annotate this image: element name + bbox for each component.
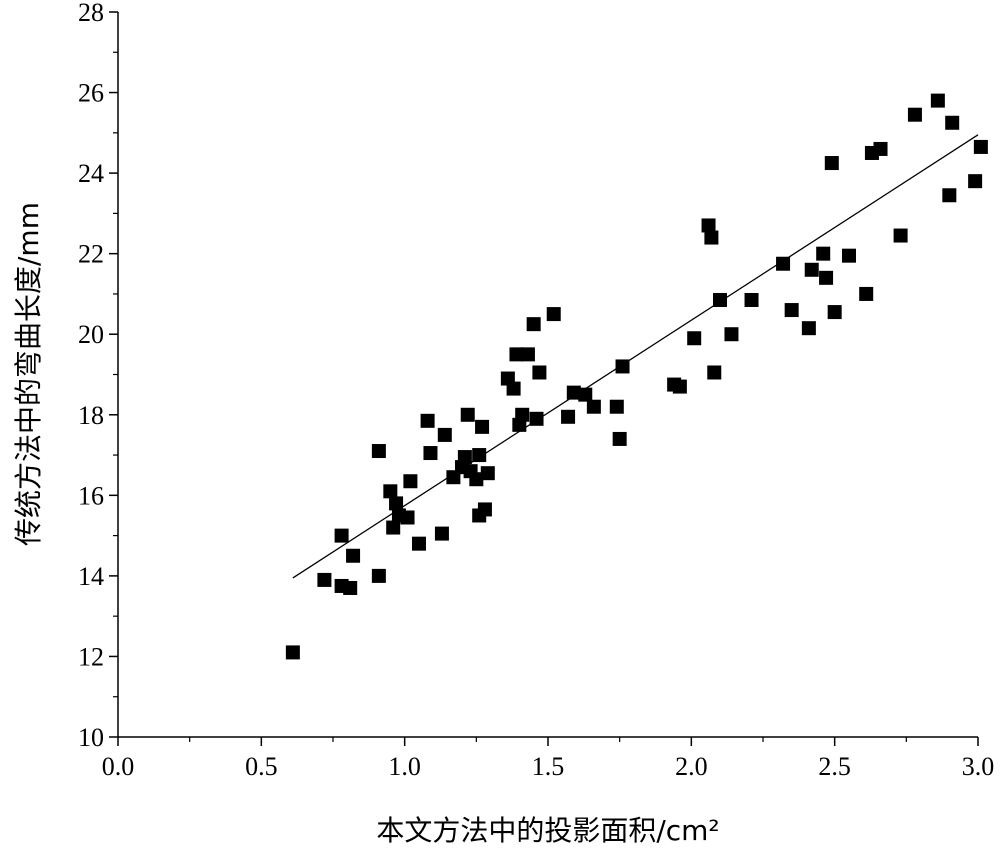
y-tick-label: 10 xyxy=(78,723,104,752)
y-tick-label: 28 xyxy=(78,0,104,27)
data-point xyxy=(480,466,495,481)
x-tick-label: 3.0 xyxy=(962,752,995,781)
data-point xyxy=(343,580,358,595)
data-point xyxy=(400,510,415,525)
data-point xyxy=(526,317,541,332)
data-point xyxy=(724,327,739,342)
data-point xyxy=(420,413,435,428)
data-point xyxy=(942,188,957,203)
y-tick-label: 18 xyxy=(78,401,104,430)
x-tick-label: 1.0 xyxy=(388,752,421,781)
data-point xyxy=(827,305,842,320)
data-point xyxy=(460,407,475,422)
data-point xyxy=(893,228,908,243)
y-tick-label: 12 xyxy=(78,642,104,671)
data-point xyxy=(816,246,831,261)
data-point xyxy=(907,107,922,122)
data-point xyxy=(804,262,819,277)
data-point xyxy=(317,572,332,587)
plot-frame xyxy=(117,12,978,738)
data-point xyxy=(412,536,426,551)
data-point xyxy=(437,427,452,442)
regression-line xyxy=(292,134,979,579)
data-point xyxy=(475,419,490,434)
data-point xyxy=(586,399,601,414)
data-point xyxy=(371,444,386,459)
data-point xyxy=(873,141,888,156)
x-tick-label: 2.5 xyxy=(818,752,851,781)
data-point xyxy=(472,448,487,463)
data-point xyxy=(945,115,960,130)
y-tick-label: 16 xyxy=(78,481,104,510)
data-point xyxy=(973,139,988,154)
data-point xyxy=(701,218,716,233)
data-point xyxy=(423,446,438,461)
data-point xyxy=(578,387,593,402)
data-point xyxy=(520,347,535,362)
data-point xyxy=(457,450,472,465)
y-tick-label: 22 xyxy=(78,240,104,269)
data-point xyxy=(389,496,404,511)
data-point xyxy=(968,174,983,189)
data-point xyxy=(713,292,727,307)
data-point xyxy=(609,399,624,414)
data-point xyxy=(346,548,361,563)
data-point xyxy=(371,568,386,583)
data-point xyxy=(334,528,349,543)
data-point xyxy=(546,307,561,322)
data-point xyxy=(687,331,702,346)
data-point xyxy=(842,248,856,263)
data-point xyxy=(529,411,544,426)
data-point xyxy=(532,365,547,380)
y-tick-label: 24 xyxy=(78,159,104,188)
data-point xyxy=(515,407,530,422)
data-point xyxy=(612,431,627,446)
data-point xyxy=(403,474,418,489)
data-point xyxy=(506,381,521,396)
y-tick-label: 14 xyxy=(78,562,104,591)
x-tick-label: 0.5 xyxy=(245,752,278,781)
data-point xyxy=(615,359,630,374)
data-point xyxy=(285,645,300,660)
data-point xyxy=(819,270,834,285)
data-point xyxy=(801,321,816,336)
data-point xyxy=(824,156,839,171)
data-point xyxy=(744,292,759,307)
data-point xyxy=(776,256,791,271)
data-point xyxy=(707,365,722,380)
data-points xyxy=(285,93,988,660)
data-point xyxy=(469,472,484,487)
x-tick-label: 1.5 xyxy=(532,752,565,781)
data-point xyxy=(561,409,576,424)
y-tick-label: 26 xyxy=(78,79,104,108)
data-point xyxy=(386,520,401,535)
data-point xyxy=(383,484,398,499)
y-tick-label: 20 xyxy=(78,320,104,349)
data-point xyxy=(477,502,492,517)
data-point xyxy=(509,347,524,362)
data-point xyxy=(784,303,799,318)
x-axis-title: 本文方法中的投影面积/cm² xyxy=(376,814,719,847)
data-point xyxy=(930,93,945,108)
y-axis-title: 传统方法中的弯曲长度/mm xyxy=(12,202,45,546)
x-axis-ticks: 0.0 0.5 1.0 1.5 2.0 2.5 3.0 xyxy=(102,737,995,781)
y-axis-ticks: 10 12 14 16 18 20 22 24 26 28 xyxy=(78,0,118,752)
data-point xyxy=(566,385,581,400)
x-tick-label: 2.0 xyxy=(675,752,708,781)
x-tick-label: 0.0 xyxy=(102,752,135,781)
data-point xyxy=(859,286,874,301)
fit-line-group xyxy=(292,134,979,579)
data-point xyxy=(704,230,719,245)
data-point xyxy=(672,379,687,394)
data-point xyxy=(434,526,449,541)
